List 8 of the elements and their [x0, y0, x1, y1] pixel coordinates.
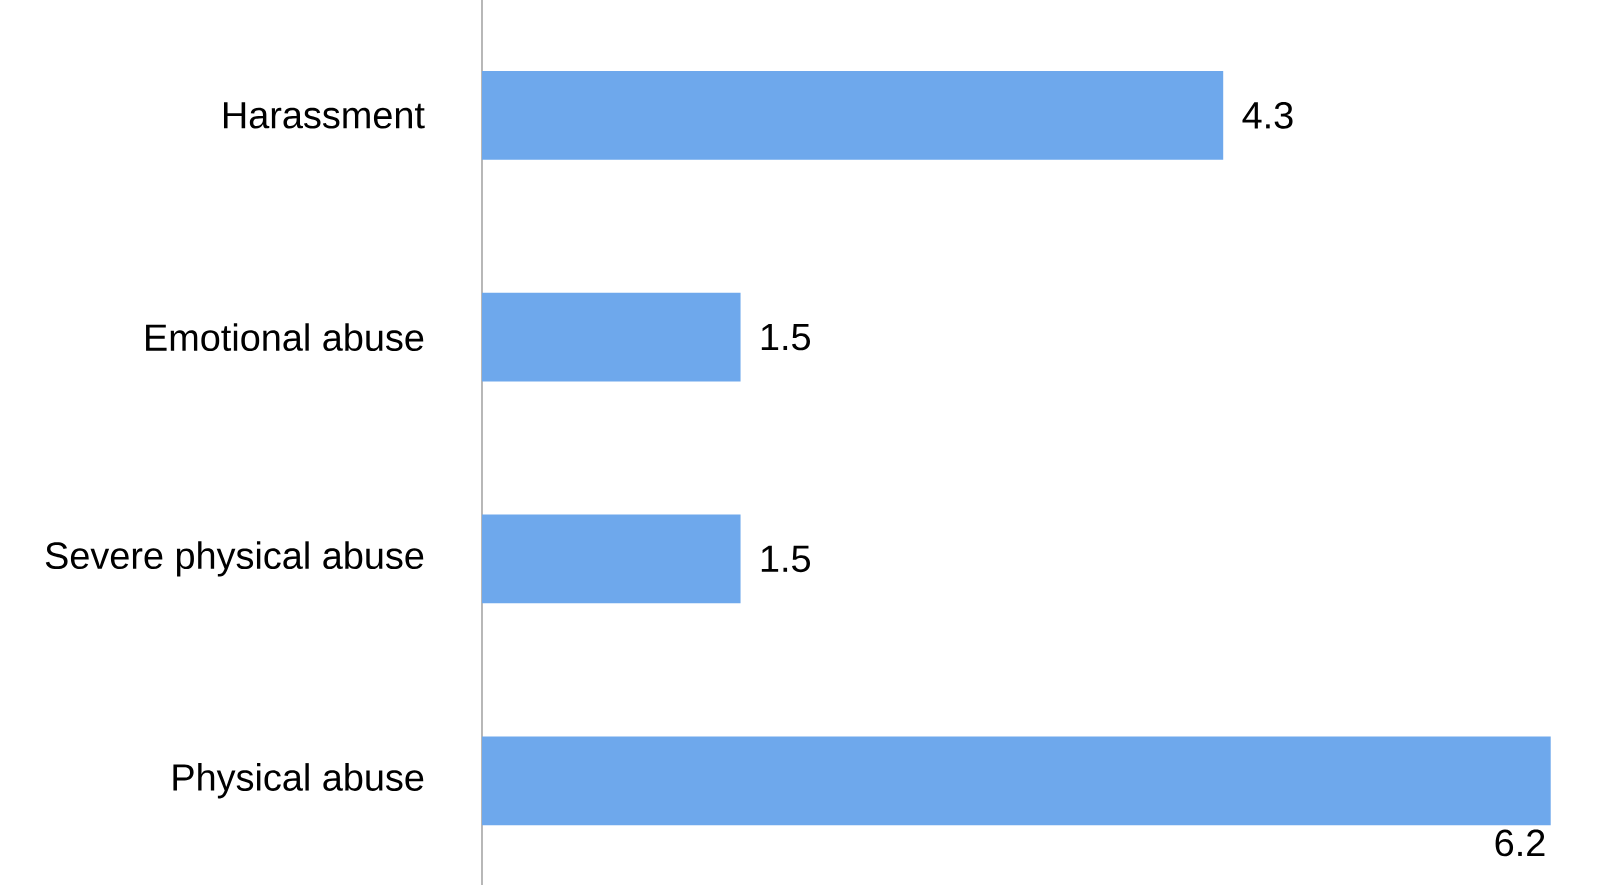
y-tick-label: Emotional abuse [146, 323, 424, 352]
y-tick-label: Physical abuse [173, 763, 424, 799]
data-label: 4.3 [1242, 101, 1293, 129]
data-label: 1.5 [761, 323, 810, 351]
data-label: 1.5 [761, 545, 810, 573]
data-label: 6.2 [1495, 829, 1545, 857]
y-tick-label: Severe physical abuse [45, 541, 424, 577]
y-tick-label: Harassment [224, 102, 425, 129]
